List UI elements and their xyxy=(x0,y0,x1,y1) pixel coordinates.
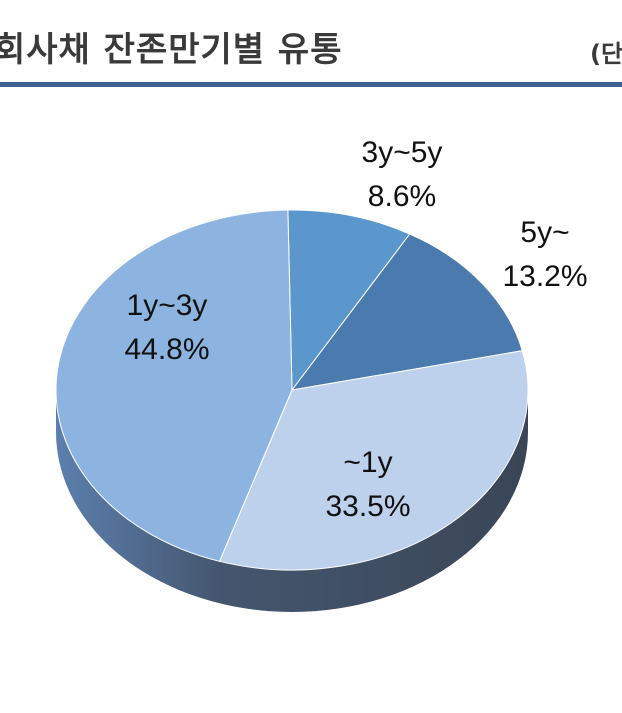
slice-value-2: 33.5% xyxy=(325,490,410,523)
pie-slice-3 xyxy=(55,209,293,562)
slice-label-0: 3y~5y xyxy=(362,136,443,169)
pie-slice-2 xyxy=(218,350,529,571)
pie-labels: 3y~5y 8.6% 5y~ 13.2% ~1y 33.5% 1y~3y 44.8% xyxy=(124,136,587,523)
pie-slice-0 xyxy=(287,209,411,392)
title-divider xyxy=(0,82,622,87)
pie-slices xyxy=(55,209,529,571)
unit-label: (단 xyxy=(590,40,622,68)
slice-label-2: ~1y xyxy=(343,446,392,479)
slice-value-1: 13.2% xyxy=(502,260,587,293)
chart-title: 회사채 잔존만기별 유통 xyxy=(0,30,343,70)
pie-side-wall xyxy=(56,390,528,612)
slice-label-3: 1y~3y xyxy=(127,289,208,322)
pie-slice-1 xyxy=(290,233,523,391)
slice-label-1: 5y~ xyxy=(520,216,569,249)
slice-value-0: 8.6% xyxy=(368,180,436,213)
pie-depth xyxy=(56,390,528,612)
slice-value-3: 44.8% xyxy=(124,333,209,366)
